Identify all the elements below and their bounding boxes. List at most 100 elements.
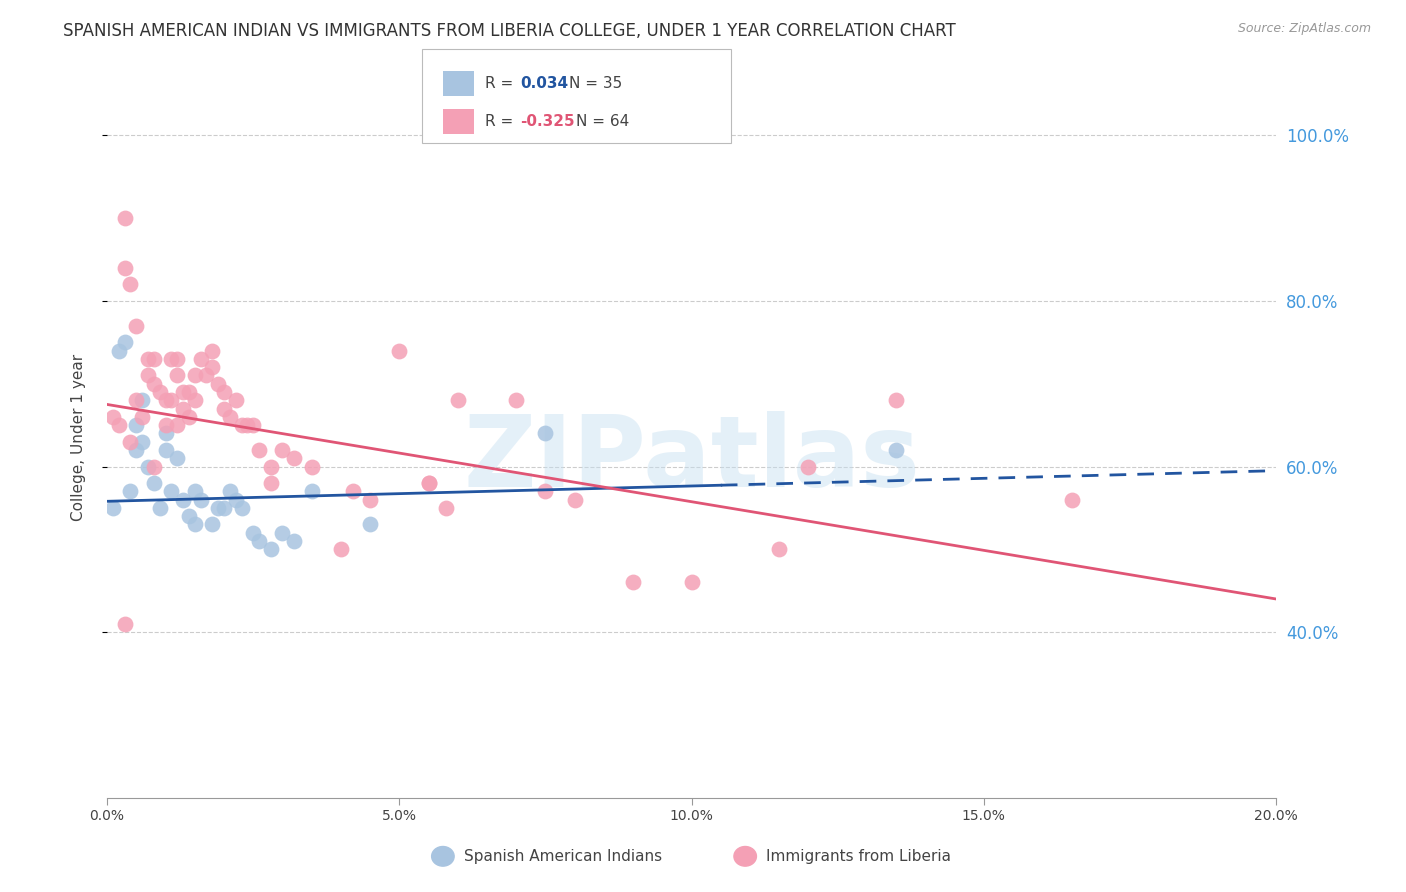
- Point: [149, 384, 172, 399]
- Point: [236, 418, 259, 433]
- Point: [155, 393, 177, 408]
- Point: [260, 476, 283, 491]
- Point: [120, 484, 142, 499]
- Point: [271, 442, 294, 457]
- Text: ZIPatlas: ZIPatlas: [463, 410, 920, 508]
- Point: [177, 509, 200, 524]
- Point: [195, 368, 218, 383]
- Point: [201, 517, 224, 532]
- Point: [418, 476, 440, 491]
- Point: [884, 393, 907, 408]
- Point: [125, 418, 148, 433]
- Point: [418, 476, 440, 491]
- Point: [242, 418, 264, 433]
- Point: [218, 409, 240, 424]
- Point: [434, 500, 457, 515]
- Point: [212, 401, 235, 416]
- Point: [768, 542, 790, 557]
- Point: [271, 525, 294, 540]
- Point: [177, 384, 200, 399]
- Point: [166, 351, 188, 366]
- Point: [136, 459, 159, 474]
- Point: [225, 393, 247, 408]
- Point: [247, 442, 270, 457]
- Point: [190, 351, 212, 366]
- Point: [155, 442, 177, 457]
- Point: [388, 343, 411, 358]
- Point: [359, 492, 381, 507]
- Point: [166, 418, 188, 433]
- Point: [184, 393, 207, 408]
- Point: [120, 277, 142, 292]
- Point: [125, 393, 148, 408]
- Point: [155, 418, 177, 433]
- Point: [681, 575, 703, 590]
- Point: [260, 459, 283, 474]
- Point: [505, 393, 527, 408]
- Point: [207, 500, 229, 515]
- Text: Immigrants from Liberia: Immigrants from Liberia: [766, 849, 952, 863]
- Point: [283, 451, 305, 466]
- Point: [142, 351, 165, 366]
- Y-axis label: College, Under 1 year: College, Under 1 year: [72, 354, 86, 521]
- Point: [201, 343, 224, 358]
- Point: [136, 368, 159, 383]
- Text: N = 64: N = 64: [576, 114, 630, 128]
- Point: [447, 393, 470, 408]
- Text: R =: R =: [485, 114, 519, 128]
- Point: [131, 434, 153, 449]
- Text: Spanish American Indians: Spanish American Indians: [464, 849, 662, 863]
- Point: [359, 517, 381, 532]
- Point: [160, 351, 183, 366]
- Point: [260, 542, 283, 557]
- Text: R =: R =: [485, 76, 519, 91]
- Point: [101, 409, 124, 424]
- Text: N = 35: N = 35: [569, 76, 623, 91]
- Point: [212, 500, 235, 515]
- Point: [101, 500, 124, 515]
- Point: [114, 260, 136, 275]
- Point: [231, 418, 253, 433]
- Point: [797, 459, 820, 474]
- Point: [342, 484, 364, 499]
- Point: [114, 616, 136, 631]
- Point: [136, 351, 159, 366]
- Point: [172, 401, 194, 416]
- Point: [218, 484, 240, 499]
- Text: 0.034: 0.034: [520, 76, 568, 91]
- Point: [125, 442, 148, 457]
- Point: [621, 575, 644, 590]
- Point: [231, 500, 253, 515]
- Point: [301, 459, 323, 474]
- Point: [125, 318, 148, 333]
- Text: Source: ZipAtlas.com: Source: ZipAtlas.com: [1237, 22, 1371, 36]
- Point: [131, 409, 153, 424]
- Text: -0.325: -0.325: [520, 114, 575, 128]
- Point: [120, 434, 142, 449]
- Point: [564, 492, 586, 507]
- Point: [190, 492, 212, 507]
- Point: [160, 393, 183, 408]
- Point: [166, 368, 188, 383]
- Point: [166, 451, 188, 466]
- Point: [884, 442, 907, 457]
- Point: [142, 376, 165, 391]
- Point: [283, 534, 305, 549]
- Point: [329, 542, 352, 557]
- Point: [172, 384, 194, 399]
- Point: [160, 484, 183, 499]
- Point: [114, 211, 136, 226]
- Point: [142, 459, 165, 474]
- Text: SPANISH AMERICAN INDIAN VS IMMIGRANTS FROM LIBERIA COLLEGE, UNDER 1 YEAR CORRELA: SPANISH AMERICAN INDIAN VS IMMIGRANTS FR…: [63, 22, 956, 40]
- Point: [155, 426, 177, 441]
- Point: [114, 335, 136, 350]
- Point: [142, 476, 165, 491]
- Point: [184, 484, 207, 499]
- Point: [225, 492, 247, 507]
- Point: [242, 525, 264, 540]
- Point: [131, 393, 153, 408]
- Point: [212, 384, 235, 399]
- Point: [172, 492, 194, 507]
- Point: [149, 500, 172, 515]
- Point: [107, 418, 129, 433]
